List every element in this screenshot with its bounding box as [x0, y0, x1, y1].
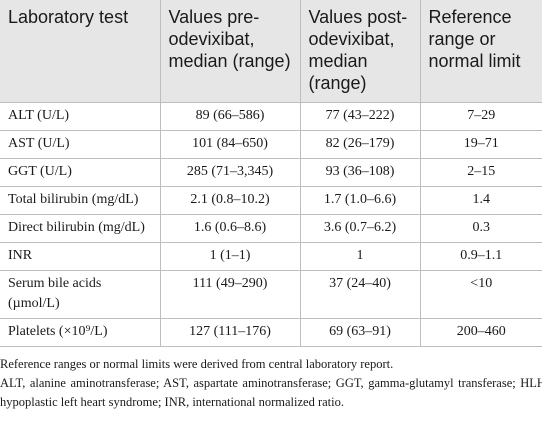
table-row: ALT (U/L) 89 (66–586) 77 (43–222) 7–29: [0, 102, 542, 131]
row-label: Direct bilirubin (mg/dL): [0, 214, 160, 243]
row-label: INR: [0, 242, 160, 271]
row-label: ALT (U/L): [0, 102, 160, 131]
cell: 7–29: [419, 102, 542, 131]
table-body: ALT (U/L) 89 (66–586) 77 (43–222) 7–29 AST (…: [0, 102, 542, 347]
table-wrap: Laboratory test Values pre-odevixibat, me…: [0, 0, 542, 412]
cell: 111 (49–290): [159, 270, 300, 319]
table-row: Platelets (×10⁹/L) 127 (111–176) 69 (63–91…: [0, 318, 542, 347]
cell: 1.4: [419, 186, 542, 215]
cell: 1: [299, 242, 420, 271]
row-label: GGT (U/L): [0, 158, 160, 187]
cell: 0.3: [419, 214, 542, 243]
cell: 285 (71–3,345): [159, 158, 300, 187]
cell: 19–71: [419, 130, 542, 159]
cell: 37 (24–40): [299, 270, 420, 319]
cell: 101 (84–650): [159, 130, 300, 159]
cell: 93 (36–108): [299, 158, 420, 187]
cell: 1 (1–1): [159, 242, 300, 271]
table-row: GGT (U/L) 285 (71–3,345) 93 (36–108) 2–15: [0, 158, 542, 187]
cell: 82 (26–179): [299, 130, 420, 159]
footnote: ALT, alanine aminotransferase; AST, aspa…: [0, 376, 542, 409]
header-cell: Values pre-odevixibat, median (range): [159, 0, 300, 103]
footnote: Reference ranges or normal limits were d…: [0, 357, 394, 371]
footnotes: Reference ranges or normal limits were d…: [0, 347, 542, 412]
cell: 127 (111–176): [159, 318, 300, 347]
cell: 77 (43–222): [299, 102, 420, 131]
row-label: AST (U/L): [0, 130, 160, 159]
cell: 69 (63–91): [299, 318, 420, 347]
header-row: Laboratory test Values pre-odevixibat, me…: [0, 0, 542, 103]
row-label: Total bilirubin (mg/dL): [0, 186, 160, 215]
header-cell: Values post-odevixibat, median (range): [299, 0, 420, 103]
row-label: Serum bile acids (µmol/L): [0, 270, 160, 319]
header-cell: Laboratory test: [0, 0, 160, 103]
table-row: Total bilirubin (mg/dL) 2.1 (0.8–10.2) 1.7…: [0, 186, 542, 215]
lab-table: Laboratory test Values pre-odevixibat, me…: [0, 0, 542, 347]
table-row: INR 1 (1–1) 1 0.9–1.1: [0, 242, 542, 271]
table-row: AST (U/L) 101 (84–650) 82 (26–179) 19–71: [0, 130, 542, 159]
cell: 2–15: [419, 158, 542, 187]
cell: 1.7 (1.0–6.6): [299, 186, 420, 215]
row-label: Platelets (×10⁹/L): [0, 318, 160, 347]
cell: 3.6 (0.7–6.2): [299, 214, 420, 243]
cell: 200–460: [419, 318, 542, 347]
cell: 1.6 (0.6–8.6): [159, 214, 300, 243]
table-row: Serum bile acids (µmol/L) 111 (49–290) 37 …: [0, 270, 542, 319]
cell: 0.9–1.1: [419, 242, 542, 271]
header-cell: Reference range or normal limit: [419, 0, 542, 103]
cell: 89 (66–586): [159, 102, 300, 131]
table-row: Direct bilirubin (mg/dL) 1.6 (0.6–8.6) 3.6…: [0, 214, 542, 243]
cell: 2.1 (0.8–10.2): [159, 186, 300, 215]
cell: <10: [419, 270, 542, 319]
